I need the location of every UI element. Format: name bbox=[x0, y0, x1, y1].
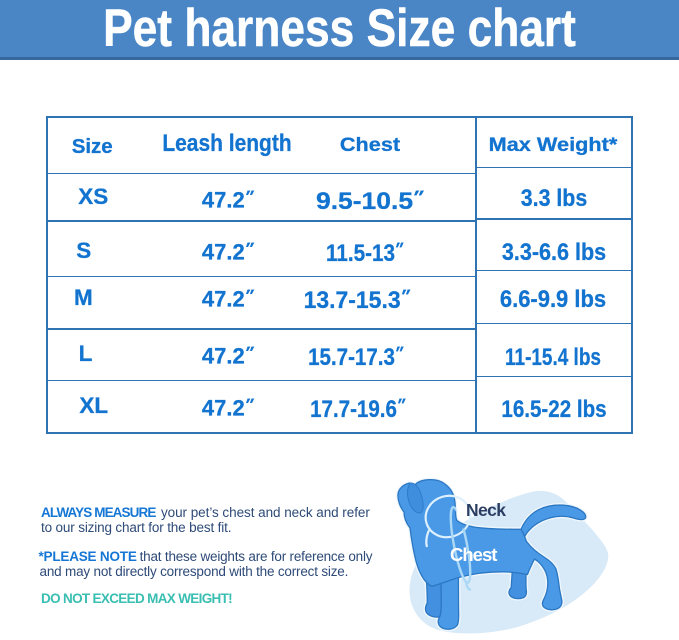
svg-text:Neck: Neck bbox=[466, 500, 506, 520]
svg-text:Chest: Chest bbox=[450, 544, 497, 565]
